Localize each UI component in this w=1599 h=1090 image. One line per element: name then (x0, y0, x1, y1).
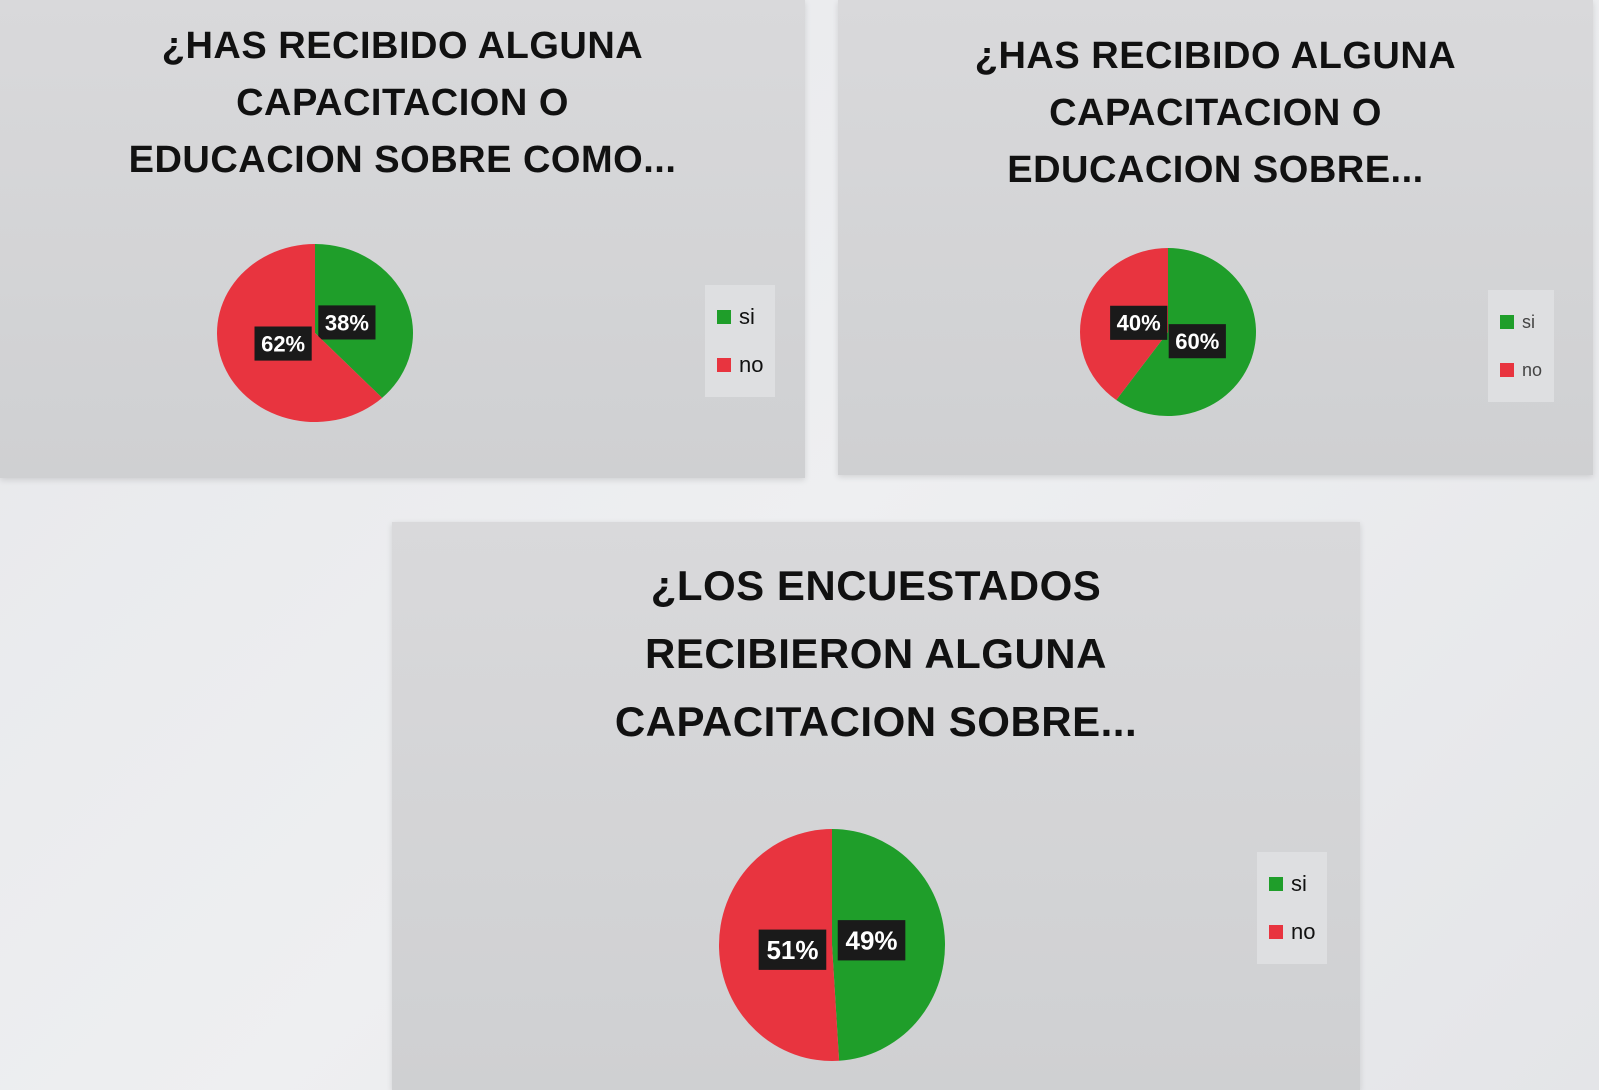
data-label-no: 62% (254, 326, 312, 361)
data-label-text: 49% (846, 926, 898, 956)
data-label-text: 62% (261, 331, 305, 356)
chart-title: ¿LOS ENCUESTADOS RECIBIERON ALGUNA CAPAC… (614, 562, 1138, 745)
data-label-box (758, 929, 827, 970)
legend-item-no: no (1269, 908, 1315, 956)
chart-card-2: ¿HAS RECIBIDO ALGUNA CAPACITACION O EDUC… (838, 0, 1593, 475)
legend-swatch-si (717, 310, 731, 324)
legend-swatch-no (1269, 925, 1283, 939)
data-label-text: 60% (1175, 329, 1219, 354)
legend-label-no: no (739, 352, 764, 377)
chart-card-1: ¿HAS RECIBIDO ALGUNA CAPACITACION O EDUC… (0, 0, 805, 478)
legend-item-si: si (717, 293, 763, 341)
legend-swatch-no (1500, 363, 1514, 377)
pie-chart: 38% 62% (216, 244, 413, 422)
legend-item-no: no (717, 341, 763, 389)
legend-label-si: si (1522, 311, 1535, 332)
pie-chart: 49% 51% (718, 829, 945, 1061)
legend-label-si: si (1291, 871, 1307, 896)
data-label-no: 51% (758, 929, 827, 970)
data-label-box (1110, 305, 1168, 340)
data-label-box (254, 326, 312, 361)
data-label-no: 40% (1110, 305, 1168, 340)
chart-legend: si no (705, 285, 776, 397)
chart-legend: si no (1488, 290, 1555, 402)
legend-swatch-si (1269, 877, 1283, 891)
data-label-box (837, 920, 906, 961)
data-label-si: 60% (1168, 324, 1226, 359)
chart-card-3: ¿LOS ENCUESTADOS RECIBIERON ALGUNA CAPAC… (392, 522, 1360, 1090)
legend-swatch-no (717, 358, 731, 372)
data-label-box (1168, 324, 1226, 359)
chart-title: ¿HAS RECIBIDO ALGUNA CAPACITACION O EDUC… (974, 35, 1457, 191)
pie-chart: 60% 40% (1080, 248, 1256, 416)
data-label-text: 38% (325, 310, 369, 335)
data-label-text: 51% (766, 935, 818, 965)
chart-title: ¿HAS RECIBIDO ALGUNA CAPACITACION O EDUC… (128, 25, 677, 181)
data-label-si: 38% (318, 305, 376, 340)
data-label-text: 40% (1117, 311, 1161, 336)
legend-item-no: no (1500, 346, 1542, 394)
data-label-box (318, 305, 376, 340)
legend-swatch-si (1500, 315, 1514, 329)
legend-item-si: si (1500, 298, 1542, 346)
chart-legend: si no (1257, 852, 1328, 964)
data-label-si: 49% (837, 920, 906, 961)
legend-item-si: si (1269, 860, 1315, 908)
legend-label-si: si (739, 304, 755, 329)
legend-label-no: no (1291, 919, 1316, 944)
legend-label-no: no (1522, 359, 1543, 380)
